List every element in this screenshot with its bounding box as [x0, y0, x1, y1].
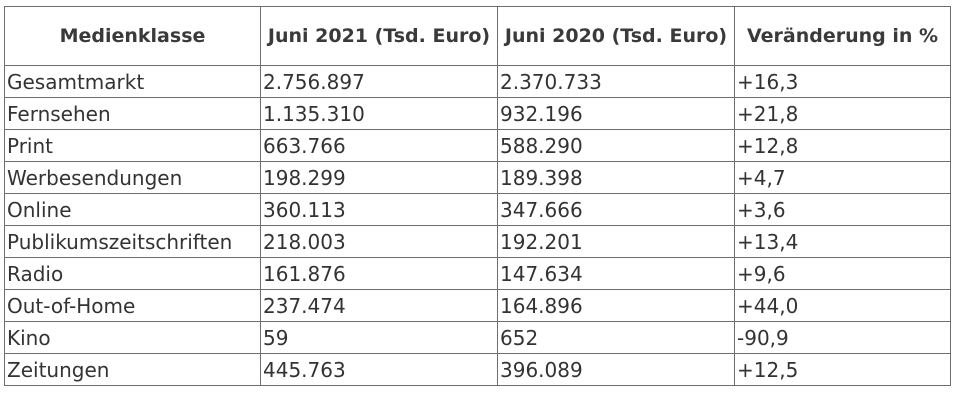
table-row: Kino 59 652 -90,9 — [4, 321, 951, 354]
cell-juni-2021: 1.135.310 — [260, 97, 498, 130]
cell-veraenderung: +12,5 — [734, 353, 951, 386]
cell-juni-2020: 652 — [497, 321, 735, 354]
table-body: Gesamtmarkt 2.756.897 2.370.733 +16,3 Fe… — [4, 65, 951, 386]
table-row: Print 663.766 588.290 +12,8 — [4, 129, 951, 162]
cell-veraenderung: +9,6 — [734, 257, 951, 290]
cell-veraenderung: +16,3 — [734, 65, 951, 98]
cell-veraenderung: +21,8 — [734, 97, 951, 130]
cell-juni-2020: 347.666 — [497, 193, 735, 226]
table-row: Publikumszeitschriften 218.003 192.201 +… — [4, 225, 951, 258]
header-row: Medienklasse Juni 2021 (Tsd. Euro) Juni … — [4, 6, 951, 66]
cell-medienklasse: Publikumszeitschriften — [4, 225, 261, 258]
cell-veraenderung: +4,7 — [734, 161, 951, 194]
table-container: Medienklasse Juni 2021 (Tsd. Euro) Juni … — [4, 6, 951, 386]
cell-juni-2020: 189.398 — [497, 161, 735, 194]
cell-juni-2020: 396.089 — [497, 353, 735, 386]
cell-veraenderung: +12,8 — [734, 129, 951, 162]
cell-juni-2020: 932.196 — [497, 97, 735, 130]
table-row: Out-of-Home 237.474 164.896 +44,0 — [4, 289, 951, 322]
cell-juni-2020: 588.290 — [497, 129, 735, 162]
cell-juni-2021: 237.474 — [260, 289, 498, 322]
cell-medienklasse: Gesamtmarkt — [4, 65, 261, 98]
cell-juni-2021: 663.766 — [260, 129, 498, 162]
cell-veraenderung: +3,6 — [734, 193, 951, 226]
cell-medienklasse: Print — [4, 129, 261, 162]
cell-medienklasse: Out-of-Home — [4, 289, 261, 322]
table-row: Werbesendungen 198.299 189.398 +4,7 — [4, 161, 951, 194]
cell-juni-2021: 360.113 — [260, 193, 498, 226]
media-revenue-table: Medienklasse Juni 2021 (Tsd. Euro) Juni … — [4, 6, 951, 386]
table-row: Online 360.113 347.666 +3,6 — [4, 193, 951, 226]
cell-juni-2020: 2.370.733 — [497, 65, 735, 98]
cell-veraenderung: +44,0 — [734, 289, 951, 322]
header-medienklasse: Medienklasse — [4, 6, 261, 66]
table-row: Radio 161.876 147.634 +9,6 — [4, 257, 951, 290]
table-row: Gesamtmarkt 2.756.897 2.370.733 +16,3 — [4, 65, 951, 98]
table-row: Fernsehen 1.135.310 932.196 +21,8 — [4, 97, 951, 130]
cell-medienklasse: Radio — [4, 257, 261, 290]
cell-juni-2020: 164.896 — [497, 289, 735, 322]
cell-juni-2020: 192.201 — [497, 225, 735, 258]
cell-medienklasse: Online — [4, 193, 261, 226]
cell-juni-2021: 161.876 — [260, 257, 498, 290]
header-veraenderung: Veränderung in % — [734, 6, 951, 66]
table-header: Medienklasse Juni 2021 (Tsd. Euro) Juni … — [4, 6, 951, 66]
cell-medienklasse: Kino — [4, 321, 261, 354]
table-row: Zeitungen 445.763 396.089 +12,5 — [4, 353, 951, 386]
cell-veraenderung: -90,9 — [734, 321, 951, 354]
cell-veraenderung: +13,4 — [734, 225, 951, 258]
header-juni-2020: Juni 2020 (Tsd. Euro) — [497, 6, 735, 66]
cell-juni-2020: 147.634 — [497, 257, 735, 290]
cell-juni-2021: 218.003 — [260, 225, 498, 258]
cell-medienklasse: Fernsehen — [4, 97, 261, 130]
cell-juni-2021: 2.756.897 — [260, 65, 498, 98]
cell-juni-2021: 445.763 — [260, 353, 498, 386]
cell-juni-2021: 59 — [260, 321, 498, 354]
cell-juni-2021: 198.299 — [260, 161, 498, 194]
header-juni-2021: Juni 2021 (Tsd. Euro) — [260, 6, 498, 66]
cell-medienklasse: Werbesendungen — [4, 161, 261, 194]
cell-medienklasse: Zeitungen — [4, 353, 261, 386]
